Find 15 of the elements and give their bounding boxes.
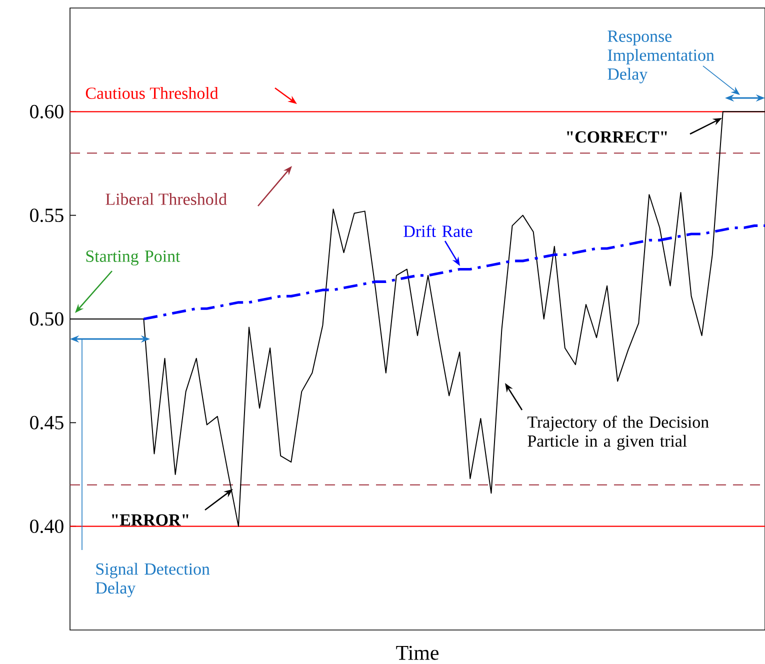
annotation: Signal Detection Delay xyxy=(96,562,210,598)
y-tick-label: 0.40 xyxy=(30,520,64,534)
y-tick-label: 0.55 xyxy=(30,208,64,222)
y-tick-label: 0.60 xyxy=(30,104,64,118)
x-axis-title: Time xyxy=(396,646,438,660)
annotation: "CORRECT" xyxy=(567,131,667,143)
annotation: "ERROR" xyxy=(112,514,188,526)
ref-line-label: Cautious Threshold xyxy=(86,87,218,99)
annotation: Starting Point xyxy=(86,250,180,266)
y-tick-label: 0.45 xyxy=(30,416,64,430)
legend-label: Liberal Threshold xyxy=(106,193,227,205)
series-label: Trajectory of the Decision Particle in a given trial xyxy=(528,416,709,450)
annotation: Response Implementation Delay xyxy=(608,30,714,84)
series-label: Drift Rate xyxy=(404,224,472,238)
y-tick-label: 0.50 xyxy=(30,312,64,326)
